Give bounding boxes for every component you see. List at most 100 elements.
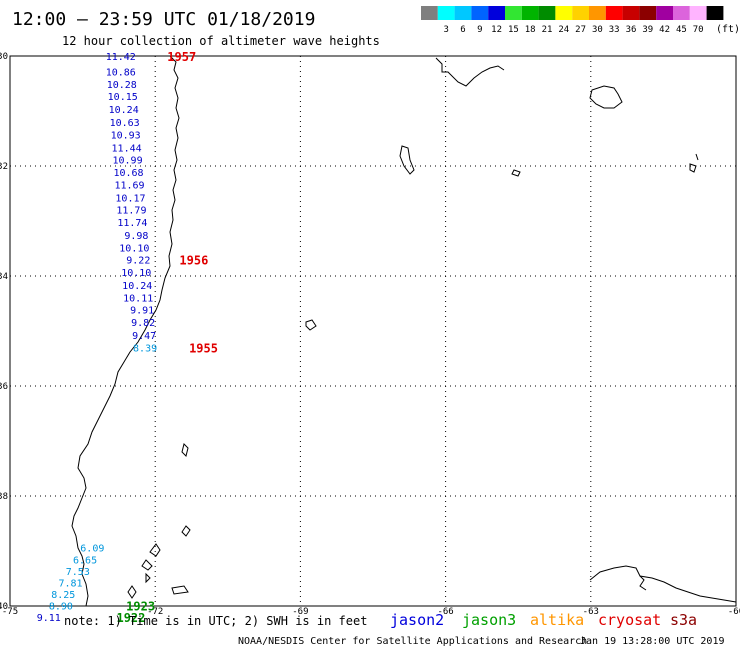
legend-swatch	[589, 6, 606, 20]
swh-label: 10.10	[121, 268, 151, 279]
swh-label: 8.90	[49, 601, 73, 612]
swh-label: 10.99	[113, 155, 143, 166]
australia-small-island	[399, 145, 415, 175]
southern-coastline-inlet	[639, 575, 647, 591]
swh-label: 6.09	[80, 544, 104, 555]
legend-swatch	[555, 6, 573, 20]
legend-label: 36	[626, 25, 637, 35]
lat-label: -40	[0, 602, 8, 612]
swh-label: 11.69	[114, 181, 144, 192]
swh-label: 9.47	[132, 331, 156, 342]
legend-label: 6	[460, 25, 465, 35]
legend-label: 70	[693, 25, 704, 35]
swh-label: 10.93	[111, 131, 141, 142]
map-title: 12:00 – 23:59 UTC 01/18/2019	[12, 9, 315, 30]
legend-swatch	[605, 6, 623, 20]
legend-label: 15	[508, 25, 519, 35]
legend-swatch	[538, 6, 556, 20]
swh-label: 10.15	[108, 92, 138, 103]
footer-timestamp: Jan 19 13:28:00 UTC 2019	[580, 636, 725, 647]
swh-label: 10.63	[110, 118, 140, 129]
juan-fernandez-island	[305, 319, 317, 331]
lon-label: -60	[728, 607, 740, 617]
swh-label: 9.91	[130, 306, 154, 317]
map-frame	[9, 55, 737, 607]
swh-label: 8.25	[51, 590, 75, 601]
latitude-labels: -30 -32 -34 -36 -38 -40	[0, 52, 8, 612]
footer-credit: NOAA/NESDIS Center for Satellite Applica…	[238, 636, 587, 647]
chiloe-islands	[127, 443, 191, 599]
legend-swatch	[572, 6, 589, 20]
legend-label: 42	[659, 25, 670, 35]
swh-label: 7.81	[59, 578, 83, 589]
swh-label: 9.11	[37, 613, 61, 624]
swh-label: 10.24	[109, 105, 139, 116]
swh-label: 10.10	[119, 243, 149, 254]
legend-unit: (ft)	[716, 24, 740, 35]
legend-label: 12	[491, 25, 502, 35]
legend-label: 30	[592, 25, 603, 35]
legend-swatch	[622, 6, 640, 20]
islet-east	[689, 153, 699, 173]
swh-label: 8.39	[133, 344, 157, 355]
swh-label: 10.17	[115, 193, 145, 204]
australia-south-island	[589, 85, 623, 109]
legend-label: 3	[443, 25, 448, 35]
legend-swatch	[437, 6, 455, 20]
map-subtitle: 12 hour collection of altimeter wave hei…	[62, 34, 380, 48]
swh-label: 9.22	[126, 256, 150, 267]
legend-swatch	[454, 6, 472, 20]
legend-swatch	[505, 6, 522, 20]
longitude-labels: -75 -72 -69 -66 -63 -60	[2, 607, 740, 617]
legend-label: 33	[609, 25, 620, 35]
swh-label: 11.74	[117, 218, 147, 229]
legend-label: 39	[642, 25, 653, 35]
legend-swatch	[706, 6, 724, 20]
legend-swatch	[488, 6, 505, 20]
swh-label: 7.53	[66, 567, 90, 578]
footer-note: note: 1) Time is in UTC; 2) SWH is in fe…	[64, 614, 367, 628]
swh-label: 10.11	[123, 293, 153, 304]
legend-swatch	[656, 6, 673, 20]
swh-label: 11.44	[112, 143, 142, 154]
lat-label: -30	[0, 52, 8, 62]
chile-coastline	[71, 55, 180, 607]
lat-label: -32	[0, 162, 8, 172]
lon-label: -72	[147, 607, 163, 617]
satellite-name: altika	[530, 611, 584, 629]
lat-label: -34	[0, 272, 8, 282]
swh-label: 6.65	[73, 555, 97, 566]
islet-mid-east	[511, 169, 521, 177]
legend-swatch	[689, 6, 707, 20]
satellite-name: jason3	[462, 611, 516, 629]
legend-swatch	[421, 6, 438, 20]
time-label: 1923	[126, 599, 155, 613]
satellite-legend: jason2 jason3 altika cryosat s3a	[390, 611, 697, 629]
time-label: 1955	[189, 342, 218, 356]
satellite-name: jason2	[390, 611, 444, 629]
swh-label: 10.24	[122, 281, 152, 292]
wave-height-legend: 3 6 9 12 15 18 21 24 27 30 33 36 39 42 45 70	[421, 6, 724, 35]
legend-label: 18	[525, 25, 536, 35]
swh-label: 11.79	[116, 205, 146, 216]
lon-label: -66	[437, 607, 453, 617]
swh-label: 9.98	[124, 231, 148, 242]
lat-label: -36	[0, 382, 8, 392]
legend-swatch	[471, 6, 489, 20]
time-label: 1922	[116, 611, 145, 625]
swh-label: 11.42	[106, 52, 136, 63]
legend-label: 45	[676, 25, 687, 35]
satellite-name: s3a	[670, 611, 697, 629]
swh-label: 10.86	[106, 67, 136, 78]
swh-label: 9.82	[131, 318, 155, 329]
legend-label: 9	[477, 25, 482, 35]
lon-label: -75	[2, 607, 18, 617]
australia-west-coastline	[435, 57, 505, 87]
swh-label: 10.28	[107, 80, 137, 91]
legend-swatch	[673, 6, 690, 20]
legend-label: 21	[542, 25, 553, 35]
